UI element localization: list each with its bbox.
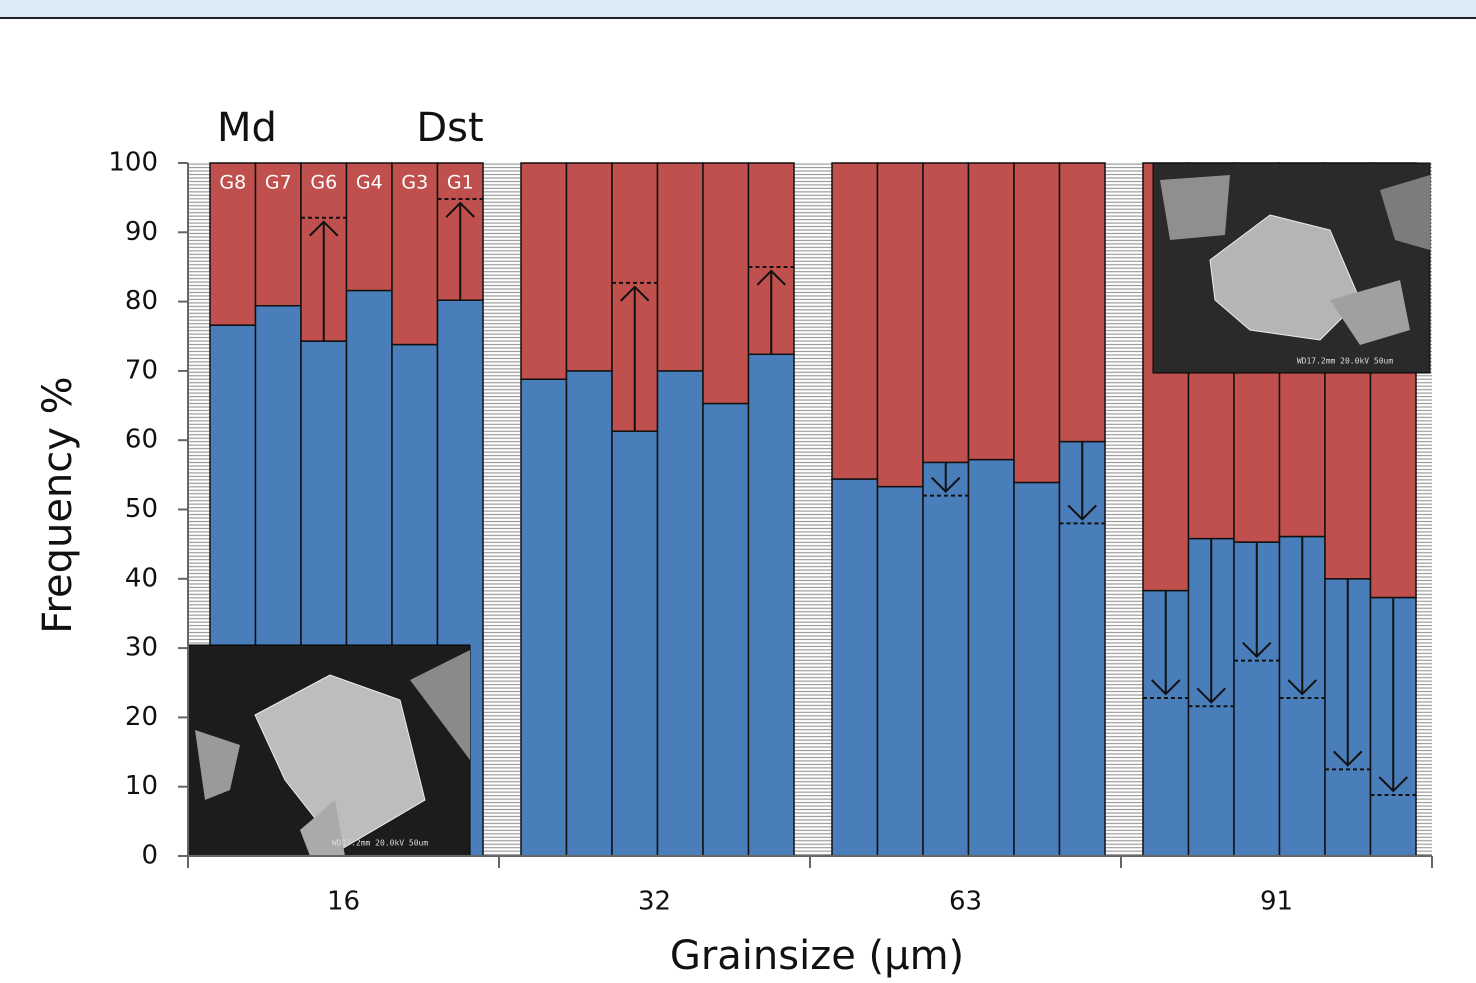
axes: 16 32 63 91 0 10 20 30 40 50 60 70 80 90 100: [108, 148, 1433, 917]
arrow-head: [1333, 750, 1363, 767]
inset-caption: WD17.2mm 20.0kV 50um: [332, 839, 429, 848]
y-tick-label: 30: [125, 633, 158, 663]
bar-label: G6: [310, 172, 337, 194]
y-tick-label: 80: [125, 286, 158, 316]
bar-segment: [967, 162, 1015, 461]
y-tick-label: 50: [125, 494, 158, 524]
bar-segment: [520, 162, 568, 380]
bar-segment: [209, 162, 257, 326]
bar-segment: [520, 378, 568, 857]
bar-segment: [611, 430, 659, 857]
arrow-head: [931, 476, 961, 494]
bar-label: G8: [219, 172, 246, 194]
bar-segment: [831, 162, 879, 480]
bar-segment: [922, 162, 970, 464]
arrow-head: [756, 269, 786, 286]
bar-segment: [702, 402, 750, 857]
bar-label: G7: [265, 172, 292, 194]
arrow-head: [1196, 687, 1226, 704]
x-tick-label: 32: [638, 887, 671, 917]
bar-label: G4: [356, 172, 383, 194]
bar-label: G1: [447, 172, 474, 194]
bar-segment: [1058, 162, 1106, 443]
bar-segment: [831, 478, 879, 857]
arrow-head: [1287, 679, 1317, 696]
arrow-head: [445, 201, 475, 218]
inset-caption: WD17.2mm 20.0kV 50um: [1297, 357, 1394, 366]
arrow-head: [1378, 776, 1408, 793]
bar-segment: [565, 370, 613, 857]
x-tick-label: 91: [1260, 887, 1293, 917]
y-tick-label: 20: [125, 702, 158, 732]
y-tick-label: 100: [108, 148, 158, 178]
bar-segment: [747, 353, 795, 857]
arrow-head: [309, 220, 339, 237]
bar-label: G3: [401, 172, 428, 194]
bar-segment: [656, 370, 704, 857]
annotation: Md: [217, 105, 277, 151]
bar-segment: [922, 461, 970, 857]
arrow-head: [1067, 504, 1097, 521]
x-axis-title: Grainsize (μm): [670, 933, 964, 979]
bar-segment: [565, 162, 613, 372]
annotation: Dst: [416, 105, 483, 151]
bar-segment: [254, 162, 302, 307]
bar-segment: [876, 485, 924, 857]
bar-segment: [656, 162, 704, 372]
y-tick-label: 60: [125, 425, 158, 455]
y-axis-title: Frequency %: [35, 376, 81, 633]
top-band: [0, 0, 1476, 18]
bar-segment: [1013, 162, 1061, 484]
y-tick-label: 90: [125, 217, 158, 247]
y-tick-label: 40: [125, 563, 158, 593]
y-tick-label: 70: [125, 355, 158, 385]
inset-image: WD17.2mm 20.0kV 50um: [1152, 162, 1431, 374]
x-tick-label: 63: [949, 887, 982, 917]
bar-segment: [967, 458, 1015, 857]
bar-segment: [876, 162, 924, 488]
inset-image: WD17.2mm 20.0kV 50um: [187, 644, 471, 857]
y-tick-label: 10: [125, 771, 158, 801]
x-tick-label: 16: [327, 887, 360, 917]
arrow-head: [620, 285, 650, 302]
arrow-head: [1151, 679, 1181, 696]
bar-segment: [702, 162, 750, 405]
arrow-head: [1242, 641, 1272, 658]
bar-segment: [1013, 481, 1061, 857]
y-tick-label: 0: [141, 841, 158, 871]
